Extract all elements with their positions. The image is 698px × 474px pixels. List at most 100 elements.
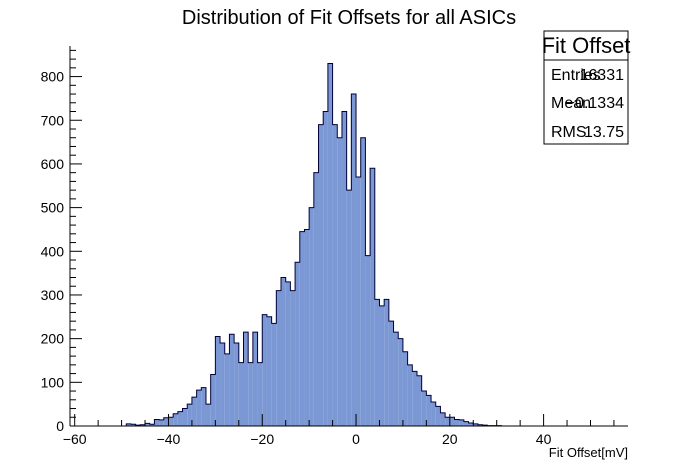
histogram-bar — [271, 323, 277, 426]
y-tick-label: 600 — [41, 156, 65, 172]
histogram-bar — [416, 375, 422, 426]
histogram-bar — [257, 362, 263, 426]
histogram-bar — [182, 408, 188, 426]
x-tick-label: 40 — [536, 431, 552, 447]
histogram-bar — [262, 314, 267, 426]
histogram-bar — [398, 338, 403, 426]
histogram-bar — [365, 255, 371, 426]
histogram-bar — [468, 422, 474, 426]
histogram-bar — [313, 172, 319, 426]
histogram-bar — [463, 421, 469, 426]
histogram-bar — [234, 343, 239, 426]
histogram-bar — [449, 417, 455, 426]
histogram-bar — [163, 417, 169, 426]
histogram-bar — [285, 281, 291, 426]
x-axis-ticks: −60 −40 −20 0 20 40 — [63, 414, 615, 447]
histogram-outline — [125, 62, 502, 427]
histogram-bar — [210, 374, 216, 426]
histogram-bar — [304, 229, 310, 426]
histogram-bar — [149, 424, 155, 426]
histogram-bar — [440, 412, 446, 426]
histogram-bar — [435, 406, 441, 426]
histogram-bar — [421, 391, 427, 426]
histogram-bar — [191, 397, 197, 426]
histogram-bar — [295, 262, 300, 426]
histogram-bar — [360, 137, 366, 427]
histogram-bar — [407, 364, 413, 426]
histogram-bar — [327, 63, 333, 427]
y-tick-label: 300 — [41, 287, 65, 303]
stats-box-title: Fit Offset — [542, 33, 631, 58]
stats-mean-label: Mean — [551, 95, 591, 112]
histogram-bar — [426, 395, 432, 426]
histogram-bar — [351, 94, 357, 427]
histogram-bar — [454, 419, 460, 426]
x-tick-label: 20 — [442, 431, 458, 447]
x-tick-label: −60 — [63, 431, 87, 447]
histogram-bar — [173, 413, 178, 426]
stats-box: Fit Offset Entries 16331 Mean −0.1334 RM… — [542, 30, 631, 145]
axes — [69, 46, 628, 427]
histogram-bar — [384, 299, 389, 426]
histogram-bar — [281, 277, 286, 426]
y-tick-label: 0 — [56, 418, 64, 434]
histogram-bar — [445, 417, 450, 426]
histogram-bar — [370, 168, 375, 427]
histogram-bar — [346, 190, 352, 426]
y-tick-label: 200 — [41, 331, 65, 347]
histogram-bar — [393, 332, 399, 426]
histogram-bar — [238, 362, 244, 426]
stats-entries-value: 16331 — [580, 67, 625, 84]
y-axis-ticks: 0 100 200 300 400 500 600 700 800 — [41, 49, 82, 434]
histogram-bar — [154, 419, 160, 426]
histogram-bar — [243, 332, 249, 426]
y-tick-label: 700 — [41, 112, 65, 128]
histogram-bar — [318, 124, 324, 426]
histogram-bar — [276, 290, 282, 426]
histogram-bar — [477, 424, 483, 426]
y-tick-label: 500 — [41, 200, 65, 216]
histogram-bar — [145, 423, 150, 426]
histogram-bar — [168, 417, 174, 426]
histogram-bar — [248, 362, 253, 426]
y-tick-label: 800 — [41, 69, 65, 85]
histogram-bar — [309, 207, 314, 426]
histogram-bar — [187, 404, 192, 426]
histogram-bar — [290, 290, 296, 426]
histogram-bar — [374, 299, 380, 426]
histogram-bar — [229, 334, 235, 426]
stats-rms-label: RMS — [551, 124, 587, 141]
histogram-bar — [126, 423, 131, 426]
histogram-bar — [220, 343, 225, 426]
histogram-bar — [159, 419, 164, 426]
x-tick-label: −20 — [250, 431, 274, 447]
histogram-bar — [412, 371, 417, 426]
histogram-bars — [126, 63, 502, 427]
histogram-bar — [196, 390, 202, 426]
stats-mean-value: −0.1334 — [566, 95, 624, 112]
stats-box-frame — [543, 30, 629, 145]
histogram-bar — [388, 321, 394, 426]
histogram-bar — [130, 424, 136, 426]
chart-title: Distribution of Fit Offsets for all ASIC… — [182, 7, 516, 29]
histogram-bar — [252, 332, 258, 426]
histogram-bar — [201, 387, 206, 426]
histogram-bar — [459, 419, 464, 426]
histogram-bar — [140, 424, 146, 426]
x-tick-label: −40 — [157, 431, 181, 447]
x-tick-label: 0 — [352, 431, 360, 447]
histogram-bar — [215, 336, 221, 426]
stats-entries-label: Entries — [551, 67, 601, 84]
histogram-bar — [431, 401, 436, 426]
x-axis-label: Fit Offset[mV] — [549, 445, 628, 460]
histogram-bar — [337, 137, 342, 427]
histogram-bar — [379, 305, 385, 426]
histogram-bar — [356, 177, 361, 426]
stats-rms-value: 13.75 — [584, 124, 624, 141]
histogram-bar — [205, 404, 211, 426]
histogram-bar — [473, 423, 478, 426]
histogram-bar — [332, 124, 338, 426]
histogram-bar — [323, 111, 328, 426]
histogram-bar — [402, 351, 408, 426]
